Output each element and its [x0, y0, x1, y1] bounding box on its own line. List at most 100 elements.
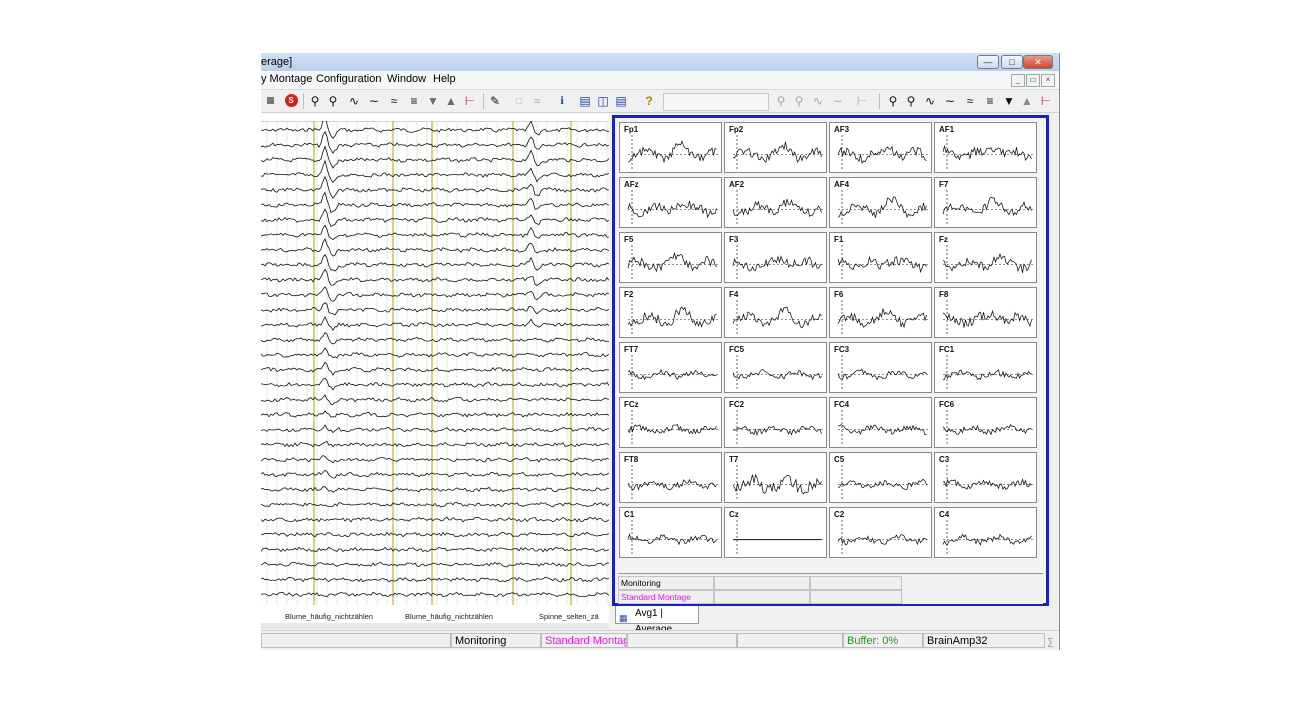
- average-waveform: [837, 520, 929, 555]
- zoom-in-icon[interactable]: ⚲: [328, 93, 338, 108]
- avg-channel-f3[interactable]: F3: [724, 232, 827, 283]
- average-waveform: [837, 300, 929, 335]
- avg-channel-fc2[interactable]: FC2: [724, 397, 827, 448]
- montage-icon[interactable]: ≡: [410, 93, 418, 108]
- layout-icon[interactable]: ◫: [597, 93, 609, 108]
- filter-icon[interactable]: ≈: [390, 93, 398, 108]
- avg-channel-ft7[interactable]: FT7: [619, 342, 722, 393]
- record-icon[interactable]: S: [283, 92, 299, 109]
- avg-channel-c3[interactable]: C3: [934, 452, 1037, 503]
- avg-channel-fz[interactable]: Fz: [934, 232, 1037, 283]
- avg-decrease-icon[interactable]: ▼: [1003, 93, 1015, 108]
- avg-channel-fcz[interactable]: FCz: [619, 397, 722, 448]
- avg-baseline-icon[interactable]: ∼: [832, 93, 844, 108]
- channel-label: C3: [939, 455, 950, 464]
- average-waveform: [732, 355, 824, 390]
- menu-window[interactable]: Window: [387, 73, 427, 85]
- avg-zoom-out-active-icon[interactable]: ⚲: [888, 93, 898, 108]
- waveform-trace: [627, 424, 717, 435]
- avg-channel-fc1[interactable]: FC1: [934, 342, 1037, 393]
- eeg-trace: [261, 191, 609, 214]
- avg-channel-f5[interactable]: F5: [619, 232, 722, 283]
- baseline-icon[interactable]: ∼: [368, 93, 380, 108]
- avg-channel-af3[interactable]: AF3: [829, 122, 932, 173]
- dc-icon[interactable]: □: [516, 95, 522, 106]
- avg-channel-fp2[interactable]: Fp2: [724, 122, 827, 173]
- menu-montage[interactable]: y Montage: [261, 73, 313, 85]
- avg-filter-icon[interactable]: ≈: [966, 93, 974, 108]
- avg-channel-c2[interactable]: C2: [829, 507, 932, 558]
- avg-channel-t7[interactable]: T7: [724, 452, 827, 503]
- avg-channel-c5[interactable]: C5: [829, 452, 932, 503]
- layout2-icon[interactable]: ▤: [615, 93, 627, 108]
- overlay-icon[interactable]: ≈: [533, 93, 541, 108]
- avg-baseline-active-icon[interactable]: ∼: [944, 93, 956, 108]
- minimize-button[interactable]: —: [977, 55, 999, 69]
- avg-channel-af4[interactable]: AF4: [829, 177, 932, 228]
- print-icon[interactable]: ▤: [579, 93, 591, 108]
- avg-channel-c4[interactable]: C4: [934, 507, 1037, 558]
- avg-channel-f2[interactable]: F2: [619, 287, 722, 338]
- decrease-icon[interactable]: ▼: [427, 93, 439, 108]
- average-waveform: [837, 245, 929, 280]
- info-icon[interactable]: i: [560, 93, 564, 107]
- status-amplifier: BrainAmp32: [923, 633, 1045, 648]
- info-blank-1: [714, 576, 810, 590]
- stop-icon[interactable]: [265, 92, 275, 109]
- mdi-minimize-button[interactable]: _: [1011, 74, 1025, 87]
- average-waveform: [837, 135, 929, 170]
- avg-montage-icon[interactable]: ≡: [986, 93, 994, 108]
- avg-channel-fc5[interactable]: FC5: [724, 342, 827, 393]
- avg-channel-ft8[interactable]: FT8: [619, 452, 722, 503]
- average-waveform: [942, 300, 1034, 335]
- avg-channel-cz[interactable]: Cz: [724, 507, 827, 558]
- avg-channel-f1[interactable]: F1: [829, 232, 932, 283]
- help-icon[interactable]: ?: [645, 93, 653, 108]
- avg-scale-icon[interactable]: ∿: [812, 93, 824, 108]
- avg-channel-fc3[interactable]: FC3: [829, 342, 932, 393]
- close-button[interactable]: ✕: [1023, 55, 1053, 69]
- avg-channel-f7[interactable]: F7: [934, 177, 1037, 228]
- increase-icon[interactable]: ▲: [445, 93, 457, 108]
- tab-avg1-average[interactable]: ▦ Avg1 | Average: [615, 606, 699, 635]
- avg-cursor-icon[interactable]: ⊢: [856, 93, 868, 108]
- avg-channel-f4[interactable]: F4: [724, 287, 827, 338]
- resize-grip-icon[interactable]: ∑: [1047, 637, 1055, 648]
- avg-scale-active-icon[interactable]: ∿: [924, 93, 936, 108]
- maximize-button[interactable]: □: [1001, 55, 1023, 69]
- horizontal-scrollbar[interactable]: [261, 623, 609, 629]
- avg-channel-af1[interactable]: AF1: [934, 122, 1037, 173]
- avg-zoom-out-icon[interactable]: ⚲: [776, 93, 786, 108]
- menu-configuration[interactable]: Configuration: [316, 73, 382, 85]
- waveform-trace: [942, 252, 1032, 273]
- waveform-trace: [942, 478, 1032, 490]
- avg-zoom-in-icon[interactable]: ⚲: [794, 93, 804, 108]
- avg-channel-fp1[interactable]: Fp1: [619, 122, 722, 173]
- avg-increase-icon[interactable]: ▲: [1021, 93, 1033, 108]
- grid-icon: ▦: [619, 613, 628, 623]
- average-view[interactable]: Fp1 Fp2 AF3 AF1 AFz AF2 AF4 F7 F5 F3 F1 Fz F2 F4 F6 F8 F…: [612, 115, 1049, 606]
- avg-channel-f8[interactable]: F8: [934, 287, 1037, 338]
- scale-icon[interactable]: ∿: [348, 93, 360, 108]
- menu-help[interactable]: Help: [433, 73, 456, 85]
- mdi-close-button[interactable]: ×: [1041, 74, 1055, 87]
- pen-icon[interactable]: ✎: [489, 93, 501, 108]
- avg-channel-fc6[interactable]: FC6: [934, 397, 1037, 448]
- avg-marker-icon[interactable]: ⊢: [1040, 93, 1052, 108]
- avg-channel-f6[interactable]: F6: [829, 287, 932, 338]
- avg-channel-afz[interactable]: AFz: [619, 177, 722, 228]
- marker-icon[interactable]: ⊢: [464, 93, 476, 108]
- waveform-trace: [627, 140, 717, 164]
- eeg-trace: [261, 576, 609, 583]
- marker-label-2: Blume_häufig_nichtzählen: [405, 612, 493, 621]
- avg-channel-c1[interactable]: C1: [619, 507, 722, 558]
- info-blank-4: [810, 590, 902, 604]
- avg-zoom-in-active-icon[interactable]: ⚲: [906, 93, 916, 108]
- avg-channel-af2[interactable]: AF2: [724, 177, 827, 228]
- waveform-trace: [732, 369, 822, 381]
- zoom-out-icon[interactable]: ⚲: [310, 93, 320, 108]
- average-waveform: [942, 465, 1034, 500]
- avg-channel-fc4[interactable]: FC4: [829, 397, 932, 448]
- raw-eeg-view[interactable]: [261, 113, 609, 623]
- mdi-restore-button[interactable]: ▭: [1026, 74, 1040, 87]
